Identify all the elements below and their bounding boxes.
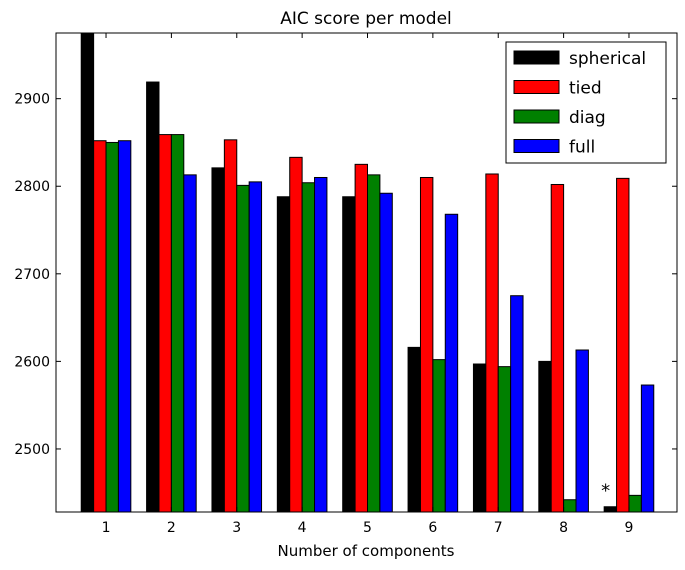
bar-spherical-2 [146, 81, 160, 513]
bar-diag-6 [432, 359, 446, 513]
legend-swatch-diag [513, 109, 560, 124]
bar-full-4 [314, 176, 328, 513]
bar-tied-1 [93, 140, 107, 513]
bars-group [80, 32, 655, 513]
legend-label-diag: diag [569, 108, 606, 128]
x-tick-label-3: 3 [232, 520, 241, 536]
bar-spherical-8 [538, 360, 552, 513]
bar-diag-9 [628, 494, 642, 513]
bar-full-8 [575, 349, 589, 513]
bar-diag-8 [563, 499, 577, 513]
x-tick-label-9: 9 [625, 520, 634, 536]
x-tick-label-8: 8 [559, 520, 568, 536]
legend-swatch-spherical [513, 50, 560, 65]
bar-spherical-9 [603, 506, 618, 513]
bar-diag-3 [236, 184, 250, 513]
bar-diag-2 [170, 134, 185, 513]
legend-label-tied: tied [569, 79, 602, 99]
bar-diag-1 [105, 141, 119, 513]
bar-spherical-6 [407, 346, 421, 513]
bar-spherical-5 [342, 196, 356, 513]
bar-tied-9 [616, 177, 630, 513]
legend-label-full: full [569, 138, 595, 158]
legend-swatch-tied [513, 80, 560, 94]
bar-full-9 [640, 384, 655, 513]
bar-tied-7 [485, 173, 499, 513]
legend-label-spherical: spherical [569, 49, 646, 69]
x-tick-label-4: 4 [298, 520, 307, 536]
legend: spherical tied diag full [505, 41, 667, 164]
bar-tied-2 [158, 134, 172, 513]
x-axis-label: Number of components [278, 542, 455, 560]
bar-full-5 [379, 192, 393, 513]
x-tick-label-1: 1 [102, 520, 111, 536]
bar-full-6 [444, 213, 459, 513]
bar-diag-7 [497, 366, 512, 513]
bar-full-3 [248, 181, 263, 513]
bar-tied-6 [419, 176, 434, 513]
bar-diag-4 [301, 182, 316, 513]
bar-spherical-3 [211, 167, 225, 513]
bar-tied-8 [550, 183, 565, 513]
chart-title: AIC score per model [280, 9, 452, 29]
bar-spherical-1 [80, 32, 95, 513]
bar-full-1 [117, 140, 132, 513]
bar-tied-4 [289, 156, 303, 513]
bar-full-2 [183, 174, 197, 513]
annotation-star: * [601, 481, 610, 502]
bar-tied-3 [223, 139, 238, 513]
annotations-group: * [601, 481, 610, 502]
bar-diag-5 [367, 174, 381, 513]
y-tick-label-2900: 2900 [14, 92, 50, 108]
plot-frame [55, 32, 678, 513]
y-tick-label-2800: 2800 [14, 179, 50, 195]
legend-swatch-full [513, 139, 560, 153]
bar-spherical-4 [276, 196, 291, 513]
x-tick-label-5: 5 [363, 520, 372, 536]
bar-spherical-7 [472, 363, 487, 513]
y-tick-label-2700: 2700 [14, 267, 50, 283]
x-tick-label-7: 7 [494, 520, 503, 536]
y-tick-label-2600: 2600 [14, 354, 50, 370]
y-tick-label-2500: 2500 [14, 442, 50, 458]
bar-tied-5 [354, 163, 369, 513]
x-tick-label-6: 6 [428, 520, 437, 536]
bar-full-7 [510, 295, 524, 513]
ticks-group: 1 2 3 4 5 6 7 8 9 2500 2600 2700 2800 2900 [14, 33, 677, 536]
x-tick-label-2: 2 [167, 520, 176, 536]
